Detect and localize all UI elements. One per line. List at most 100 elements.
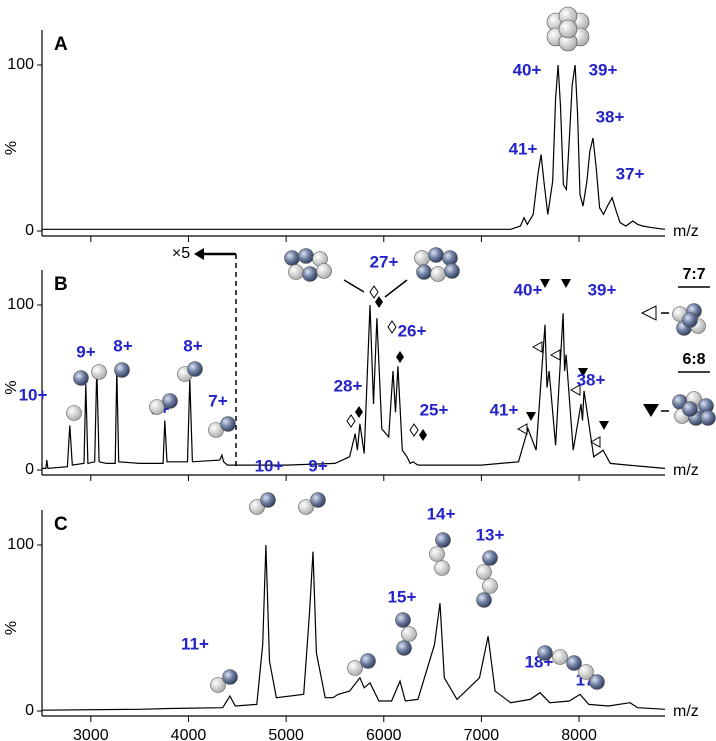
charge-label: 39+ <box>588 280 617 299</box>
charge-label: 13+ <box>476 525 505 544</box>
panel-label: C <box>54 514 68 535</box>
pointer-arrow <box>343 279 365 293</box>
legend-filled-triangle <box>643 404 659 417</box>
legend-label: 7:7 <box>682 266 705 283</box>
charge-label: 40+ <box>514 280 543 299</box>
filled-triangle <box>578 368 588 377</box>
subunit-sphere <box>284 250 300 266</box>
x-tick-label: 8000 <box>561 727 597 741</box>
subunit-sphere <box>288 264 304 280</box>
subunit-sphere <box>434 560 450 576</box>
subunit-sphere <box>66 405 82 421</box>
charge-label: 39+ <box>589 60 618 79</box>
subunit-sphere <box>566 655 582 671</box>
filled-diamond <box>396 351 404 363</box>
subunit-sphere <box>682 401 698 417</box>
subunit-sphere <box>298 248 314 264</box>
subunit-sphere <box>435 532 451 548</box>
subunit-sphere <box>430 266 446 282</box>
filled-triangle <box>561 279 571 288</box>
charge-label: 10+ <box>255 456 284 475</box>
charge-label: 37+ <box>616 164 645 183</box>
subunit-sphere <box>537 645 553 661</box>
spectrum-line <box>42 64 666 230</box>
subunit-sphere <box>428 247 444 263</box>
subunit-sphere <box>210 677 226 693</box>
subunit-sphere <box>360 653 376 669</box>
charge-label: 8+ <box>183 336 202 355</box>
subunit-sphere <box>482 578 498 594</box>
x-axis-label: m/z <box>673 703 699 720</box>
y-axis-label: % <box>3 380 20 394</box>
charge-label: 8+ <box>113 336 132 355</box>
subunit-sphere <box>73 370 89 386</box>
charge-label: 41+ <box>509 139 538 158</box>
subunit-sphere <box>682 312 698 328</box>
legend-open-triangle <box>640 305 657 321</box>
y-tick-label: 0 <box>25 702 34 719</box>
open-triangle <box>531 341 543 353</box>
y-tick-label: 0 <box>25 461 34 478</box>
y-tick-label: 0 <box>25 222 34 239</box>
subunit-sphere <box>552 649 568 665</box>
open-triangle <box>589 436 601 448</box>
subunit-sphere <box>187 361 203 377</box>
subunit-sphere <box>395 612 411 628</box>
pointer-arrow <box>384 279 408 298</box>
open-diamond <box>387 320 397 334</box>
subunit-sphere <box>396 640 412 656</box>
subunit-sphere <box>476 564 492 580</box>
subunit-sphere <box>222 669 238 685</box>
legend-label: 6:8 <box>682 351 705 368</box>
x-tick-label: 6000 <box>366 727 402 741</box>
subunit-sphere <box>249 499 265 515</box>
x-tick-label: 7000 <box>464 727 500 741</box>
filled-triangle <box>599 421 609 430</box>
subunit-sphere <box>401 626 417 642</box>
subunit-sphere <box>316 263 332 279</box>
subunit-sphere <box>429 546 445 562</box>
spectrum-line <box>42 304 666 470</box>
charge-label: 40+ <box>513 60 542 79</box>
charge-label: 10+ <box>19 385 48 404</box>
subunit-sphere <box>482 550 498 566</box>
subunit-sphere <box>260 492 276 508</box>
subunit-sphere <box>442 250 458 266</box>
subunit-sphere <box>149 399 165 415</box>
subunit-sphere <box>220 416 236 432</box>
charge-label: 9+ <box>76 342 95 361</box>
scale-note: ×5 <box>172 245 190 262</box>
y-tick-label: 100 <box>7 56 34 73</box>
subunit-sphere <box>414 250 430 266</box>
subunit-sphere <box>310 492 326 508</box>
charge-label: 15+ <box>388 587 417 606</box>
charge-label: 26+ <box>398 321 427 340</box>
charge-label: 7+ <box>208 391 227 410</box>
y-tick-label: 100 <box>7 536 34 553</box>
x-tick-label: 4000 <box>171 727 207 741</box>
filled-triangle <box>540 279 550 288</box>
subunit-sphere <box>91 364 107 380</box>
subunit-sphere <box>476 592 492 608</box>
x-axis-label: m/z <box>673 223 699 240</box>
subunit-sphere <box>578 664 594 680</box>
filled-diamond <box>419 429 427 441</box>
decorations <box>194 248 710 470</box>
open-triangle <box>549 349 561 361</box>
y-axis-label: % <box>3 141 20 155</box>
x-axis-label: m/z <box>673 462 699 479</box>
y-axis-label: % <box>3 621 20 635</box>
subunit-sphere <box>302 266 318 282</box>
open-diamond <box>369 285 379 299</box>
subunit-sphere <box>347 660 363 676</box>
open-diamond <box>346 414 356 428</box>
x-tick-label: 5000 <box>268 727 304 741</box>
spectrum-line <box>41 544 666 711</box>
charge-label: 38+ <box>596 107 625 126</box>
charge-label: 38+ <box>577 370 606 389</box>
filled-diamond <box>355 406 363 418</box>
subunit-sphere <box>298 499 314 515</box>
subunit-sphere <box>558 19 578 39</box>
open-triangle <box>569 384 581 396</box>
